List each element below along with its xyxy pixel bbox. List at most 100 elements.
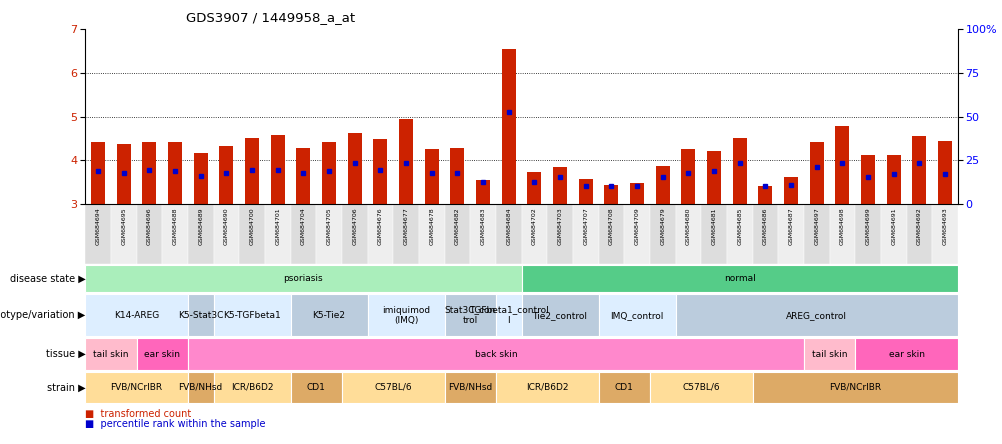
Bar: [886, 155, 900, 204]
Bar: [444, 204, 470, 264]
Bar: [244, 138, 259, 204]
Text: ■  percentile rank within the sample: ■ percentile rank within the sample: [85, 419, 266, 429]
Text: GSM684705: GSM684705: [327, 207, 332, 245]
Bar: [316, 204, 342, 264]
Bar: [604, 185, 618, 204]
Bar: [726, 204, 752, 264]
Text: Stat3C_con
trol: Stat3C_con trol: [444, 305, 495, 325]
Text: ear skin: ear skin: [888, 349, 924, 359]
Text: GSM684676: GSM684676: [378, 207, 383, 245]
Bar: [111, 204, 136, 264]
Text: imiquimod
(IMQ): imiquimod (IMQ): [382, 305, 430, 325]
Bar: [85, 265, 521, 292]
Text: GSM684679: GSM684679: [659, 207, 664, 245]
Text: FVB/NHsd: FVB/NHsd: [178, 383, 222, 392]
Bar: [731, 138, 746, 204]
Bar: [239, 204, 265, 264]
Bar: [809, 142, 823, 204]
Text: TGFbeta1_control
l: TGFbeta1_control l: [468, 305, 548, 325]
Bar: [931, 204, 957, 264]
Bar: [265, 204, 291, 264]
Bar: [803, 338, 855, 370]
Bar: [367, 204, 393, 264]
Bar: [85, 338, 136, 370]
Text: GSM684698: GSM684698: [839, 207, 844, 245]
Text: FVB/NCrIBR: FVB/NCrIBR: [110, 383, 162, 392]
Bar: [675, 204, 700, 264]
Bar: [855, 338, 957, 370]
Bar: [803, 204, 829, 264]
Bar: [373, 139, 387, 204]
Bar: [752, 204, 778, 264]
Bar: [521, 294, 598, 336]
Bar: [193, 153, 207, 204]
Text: tail skin: tail skin: [811, 349, 847, 359]
Bar: [367, 294, 444, 336]
Text: tail skin: tail skin: [93, 349, 128, 359]
Bar: [855, 204, 880, 264]
Bar: [495, 294, 521, 336]
Bar: [937, 141, 951, 204]
Bar: [142, 142, 156, 204]
Text: GSM684702: GSM684702: [531, 207, 536, 245]
Bar: [501, 48, 515, 204]
Bar: [547, 204, 572, 264]
Bar: [213, 204, 239, 264]
Bar: [450, 148, 464, 204]
Text: GSM684689: GSM684689: [198, 207, 203, 245]
Bar: [444, 372, 495, 403]
Bar: [168, 142, 182, 204]
Text: GSM684697: GSM684697: [814, 207, 819, 245]
Bar: [521, 204, 547, 264]
Bar: [675, 294, 957, 336]
Bar: [700, 204, 726, 264]
Bar: [880, 204, 906, 264]
Text: ICR/B6D2: ICR/B6D2: [525, 383, 568, 392]
Text: GSM684707: GSM684707: [582, 207, 587, 245]
Bar: [444, 294, 495, 336]
Text: GSM684693: GSM684693: [942, 207, 947, 245]
Text: GSM684686: GSM684686: [763, 207, 768, 245]
Bar: [860, 155, 874, 204]
Bar: [296, 148, 311, 204]
Text: K5-TGFbeta1: K5-TGFbeta1: [223, 311, 281, 320]
Text: K5-Tie2: K5-Tie2: [313, 311, 346, 320]
Bar: [219, 147, 233, 204]
Bar: [291, 372, 342, 403]
Text: tissue ▶: tissue ▶: [45, 349, 85, 359]
Bar: [187, 294, 213, 336]
Bar: [291, 204, 316, 264]
Bar: [778, 204, 803, 264]
Text: GSM684706: GSM684706: [352, 207, 357, 245]
Text: GSM684692: GSM684692: [916, 207, 921, 245]
Bar: [655, 166, 669, 204]
Text: CD1: CD1: [614, 383, 633, 392]
Bar: [213, 294, 291, 336]
Bar: [419, 204, 444, 264]
Bar: [572, 204, 598, 264]
Bar: [342, 204, 367, 264]
Bar: [213, 372, 291, 403]
Bar: [424, 149, 438, 204]
Text: Tie2_control: Tie2_control: [532, 311, 587, 320]
Bar: [162, 204, 187, 264]
Text: disease state ▶: disease state ▶: [9, 274, 85, 284]
Text: GSM684691: GSM684691: [891, 207, 896, 245]
Text: GSM684677: GSM684677: [403, 207, 408, 245]
Text: GSM684701: GSM684701: [275, 207, 280, 245]
Text: GSM684703: GSM684703: [557, 207, 562, 245]
Text: GSM684695: GSM684695: [121, 207, 126, 245]
Bar: [649, 204, 675, 264]
Bar: [322, 142, 336, 204]
Text: back skin: back skin: [474, 349, 517, 359]
Bar: [578, 179, 592, 204]
Text: GDS3907 / 1449958_a_at: GDS3907 / 1449958_a_at: [185, 12, 355, 24]
Bar: [784, 177, 798, 204]
Text: strain ▶: strain ▶: [46, 382, 85, 392]
Bar: [680, 150, 694, 204]
Text: GSM684687: GSM684687: [788, 207, 793, 245]
Bar: [521, 265, 957, 292]
Bar: [85, 204, 111, 264]
Bar: [116, 144, 130, 204]
Text: K14-AREG: K14-AREG: [114, 311, 159, 320]
